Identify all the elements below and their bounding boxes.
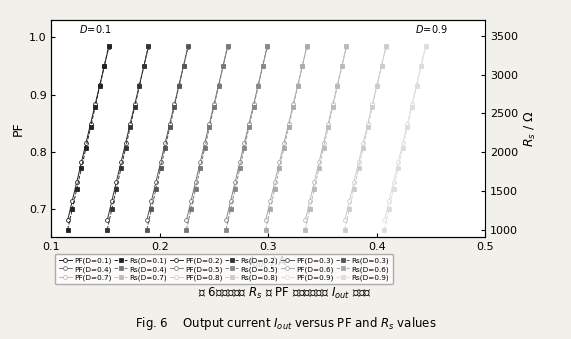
Text: $D\!=\!0.1$: $D\!=\!0.1$ xyxy=(78,23,111,35)
Text: Fig. 6    Output current $I_{out}$ versus PF and $R_s$ values: Fig. 6 Output current $I_{out}$ versus P… xyxy=(135,315,436,332)
Text: 图 6　可调电阻 $R_s$ 和 PF 值对输出电流 $I_{out}$ 的影响: 图 6 可调电阻 $R_s$ 和 PF 值对输出电流 $I_{out}$ 的影响 xyxy=(199,286,372,301)
Text: $D\!=\!0.9$: $D\!=\!0.9$ xyxy=(415,23,448,35)
Y-axis label: $R_s$ / $\Omega$: $R_s$ / $\Omega$ xyxy=(522,111,538,147)
Legend: PF(D=0.1), PF(D=0.4), PF(D=0.7), Rs(D=0.1), Rs(D=0.4), Rs(D=0.7), PF(D=0.2), PF(: PF(D=0.1), PF(D=0.4), PF(D=0.7), Rs(D=0.… xyxy=(55,254,393,284)
X-axis label: $I_{out}$ / A: $I_{out}$ / A xyxy=(249,255,288,270)
Y-axis label: PF: PF xyxy=(11,121,25,136)
